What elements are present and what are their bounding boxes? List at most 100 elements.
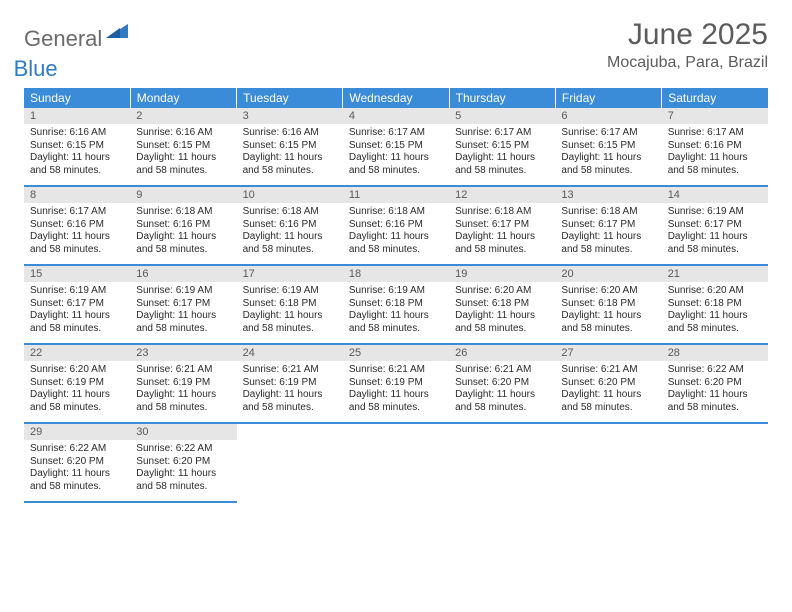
day-body: Sunrise: 6:20 AMSunset: 6:18 PMDaylight:… xyxy=(449,282,555,343)
calendar-day-cell: 6Sunrise: 6:17 AMSunset: 6:15 PMDaylight… xyxy=(555,108,661,186)
day-number: 17 xyxy=(237,266,343,282)
calendar-day-cell: 8Sunrise: 6:17 AMSunset: 6:16 PMDaylight… xyxy=(24,186,130,265)
brand-triangle-icon xyxy=(106,24,128,43)
calendar-day-cell xyxy=(237,423,343,502)
day-number: 23 xyxy=(130,345,236,361)
day-number: 3 xyxy=(237,108,343,124)
day-body: Sunrise: 6:21 AMSunset: 6:19 PMDaylight:… xyxy=(343,361,449,422)
calendar-week-row: 8Sunrise: 6:17 AMSunset: 6:16 PMDaylight… xyxy=(24,186,768,265)
day-number: 6 xyxy=(555,108,661,124)
day-body: Sunrise: 6:17 AMSunset: 6:15 PMDaylight:… xyxy=(449,124,555,185)
day-body: Sunrise: 6:20 AMSunset: 6:18 PMDaylight:… xyxy=(555,282,661,343)
calendar-day-cell xyxy=(555,423,661,502)
calendar-day-cell: 25Sunrise: 6:21 AMSunset: 6:19 PMDayligh… xyxy=(343,344,449,423)
calendar-day-cell: 23Sunrise: 6:21 AMSunset: 6:19 PMDayligh… xyxy=(130,344,236,423)
day-body: Sunrise: 6:18 AMSunset: 6:17 PMDaylight:… xyxy=(555,203,661,264)
day-number: 10 xyxy=(237,187,343,203)
calendar-table: SundayMondayTuesdayWednesdayThursdayFrid… xyxy=(24,88,768,503)
brand-text-blue: Blue xyxy=(14,56,58,82)
day-number: 29 xyxy=(24,424,130,440)
calendar-week-row: 22Sunrise: 6:20 AMSunset: 6:19 PMDayligh… xyxy=(24,344,768,423)
calendar-day-cell xyxy=(449,423,555,502)
day-number: 7 xyxy=(662,108,768,124)
day-body: Sunrise: 6:19 AMSunset: 6:17 PMDaylight:… xyxy=(130,282,236,343)
day-body: Sunrise: 6:19 AMSunset: 6:17 PMDaylight:… xyxy=(662,203,768,264)
day-body: Sunrise: 6:22 AMSunset: 6:20 PMDaylight:… xyxy=(24,440,130,501)
calendar-day-cell: 12Sunrise: 6:18 AMSunset: 6:17 PMDayligh… xyxy=(449,186,555,265)
calendar-day-cell: 18Sunrise: 6:19 AMSunset: 6:18 PMDayligh… xyxy=(343,265,449,344)
weekday-header: Monday xyxy=(130,88,236,108)
day-body: Sunrise: 6:16 AMSunset: 6:15 PMDaylight:… xyxy=(237,124,343,185)
calendar-day-cell: 1Sunrise: 6:16 AMSunset: 6:15 PMDaylight… xyxy=(24,108,130,186)
day-body: Sunrise: 6:22 AMSunset: 6:20 PMDaylight:… xyxy=(662,361,768,422)
calendar-day-cell: 7Sunrise: 6:17 AMSunset: 6:16 PMDaylight… xyxy=(662,108,768,186)
day-number: 22 xyxy=(24,345,130,361)
calendar-day-cell: 9Sunrise: 6:18 AMSunset: 6:16 PMDaylight… xyxy=(130,186,236,265)
calendar-week-row: 1Sunrise: 6:16 AMSunset: 6:15 PMDaylight… xyxy=(24,108,768,186)
day-number: 18 xyxy=(343,266,449,282)
calendar-day-cell: 17Sunrise: 6:19 AMSunset: 6:18 PMDayligh… xyxy=(237,265,343,344)
day-number: 11 xyxy=(343,187,449,203)
day-number: 30 xyxy=(130,424,236,440)
day-number: 1 xyxy=(24,108,130,124)
calendar-header: SundayMondayTuesdayWednesdayThursdayFrid… xyxy=(24,88,768,108)
calendar-day-cell xyxy=(343,423,449,502)
day-body: Sunrise: 6:22 AMSunset: 6:20 PMDaylight:… xyxy=(130,440,236,501)
calendar-day-cell: 14Sunrise: 6:19 AMSunset: 6:17 PMDayligh… xyxy=(662,186,768,265)
calendar-day-cell: 15Sunrise: 6:19 AMSunset: 6:17 PMDayligh… xyxy=(24,265,130,344)
day-body: Sunrise: 6:21 AMSunset: 6:19 PMDaylight:… xyxy=(237,361,343,422)
day-body: Sunrise: 6:18 AMSunset: 6:16 PMDaylight:… xyxy=(130,203,236,264)
calendar-day-cell: 5Sunrise: 6:17 AMSunset: 6:15 PMDaylight… xyxy=(449,108,555,186)
day-body: Sunrise: 6:20 AMSunset: 6:19 PMDaylight:… xyxy=(24,361,130,422)
calendar-day-cell: 28Sunrise: 6:22 AMSunset: 6:20 PMDayligh… xyxy=(662,344,768,423)
weekday-header: Wednesday xyxy=(343,88,449,108)
calendar-body: 1Sunrise: 6:16 AMSunset: 6:15 PMDaylight… xyxy=(24,108,768,502)
calendar-day-cell: 21Sunrise: 6:20 AMSunset: 6:18 PMDayligh… xyxy=(662,265,768,344)
day-body: Sunrise: 6:19 AMSunset: 6:18 PMDaylight:… xyxy=(237,282,343,343)
title-block: June 2025 Mocajuba, Para, Brazil xyxy=(607,18,768,72)
day-number: 19 xyxy=(449,266,555,282)
day-number: 9 xyxy=(130,187,236,203)
calendar-day-cell: 22Sunrise: 6:20 AMSunset: 6:19 PMDayligh… xyxy=(24,344,130,423)
day-body: Sunrise: 6:21 AMSunset: 6:20 PMDaylight:… xyxy=(449,361,555,422)
brand-text-general: General xyxy=(24,26,102,52)
calendar-day-cell xyxy=(662,423,768,502)
calendar-day-cell: 27Sunrise: 6:21 AMSunset: 6:20 PMDayligh… xyxy=(555,344,661,423)
day-number: 12 xyxy=(449,187,555,203)
calendar-day-cell: 29Sunrise: 6:22 AMSunset: 6:20 PMDayligh… xyxy=(24,423,130,502)
day-body: Sunrise: 6:16 AMSunset: 6:15 PMDaylight:… xyxy=(24,124,130,185)
day-body: Sunrise: 6:17 AMSunset: 6:15 PMDaylight:… xyxy=(343,124,449,185)
calendar-day-cell: 30Sunrise: 6:22 AMSunset: 6:20 PMDayligh… xyxy=(130,423,236,502)
day-body: Sunrise: 6:19 AMSunset: 6:18 PMDaylight:… xyxy=(343,282,449,343)
day-number: 25 xyxy=(343,345,449,361)
calendar-day-cell: 10Sunrise: 6:18 AMSunset: 6:16 PMDayligh… xyxy=(237,186,343,265)
day-number: 28 xyxy=(662,345,768,361)
weekday-header: Saturday xyxy=(662,88,768,108)
calendar-day-cell: 13Sunrise: 6:18 AMSunset: 6:17 PMDayligh… xyxy=(555,186,661,265)
day-number: 16 xyxy=(130,266,236,282)
calendar-day-cell: 11Sunrise: 6:18 AMSunset: 6:16 PMDayligh… xyxy=(343,186,449,265)
day-body: Sunrise: 6:21 AMSunset: 6:19 PMDaylight:… xyxy=(130,361,236,422)
calendar-day-cell: 2Sunrise: 6:16 AMSunset: 6:15 PMDaylight… xyxy=(130,108,236,186)
day-number: 4 xyxy=(343,108,449,124)
day-body: Sunrise: 6:17 AMSunset: 6:16 PMDaylight:… xyxy=(24,203,130,264)
day-number: 20 xyxy=(555,266,661,282)
weekday-header: Tuesday xyxy=(237,88,343,108)
day-body: Sunrise: 6:18 AMSunset: 6:16 PMDaylight:… xyxy=(237,203,343,264)
calendar-day-cell: 20Sunrise: 6:20 AMSunset: 6:18 PMDayligh… xyxy=(555,265,661,344)
day-body: Sunrise: 6:18 AMSunset: 6:17 PMDaylight:… xyxy=(449,203,555,264)
day-number: 27 xyxy=(555,345,661,361)
day-number: 15 xyxy=(24,266,130,282)
day-number: 24 xyxy=(237,345,343,361)
brand-logo: General xyxy=(24,24,130,53)
day-body: Sunrise: 6:20 AMSunset: 6:18 PMDaylight:… xyxy=(662,282,768,343)
calendar-day-cell: 16Sunrise: 6:19 AMSunset: 6:17 PMDayligh… xyxy=(130,265,236,344)
day-number: 21 xyxy=(662,266,768,282)
day-body: Sunrise: 6:18 AMSunset: 6:16 PMDaylight:… xyxy=(343,203,449,264)
day-body: Sunrise: 6:17 AMSunset: 6:16 PMDaylight:… xyxy=(662,124,768,185)
day-body: Sunrise: 6:17 AMSunset: 6:15 PMDaylight:… xyxy=(555,124,661,185)
calendar-day-cell: 3Sunrise: 6:16 AMSunset: 6:15 PMDaylight… xyxy=(237,108,343,186)
weekday-header: Friday xyxy=(555,88,661,108)
calendar-day-cell: 26Sunrise: 6:21 AMSunset: 6:20 PMDayligh… xyxy=(449,344,555,423)
weekday-header: Thursday xyxy=(449,88,555,108)
